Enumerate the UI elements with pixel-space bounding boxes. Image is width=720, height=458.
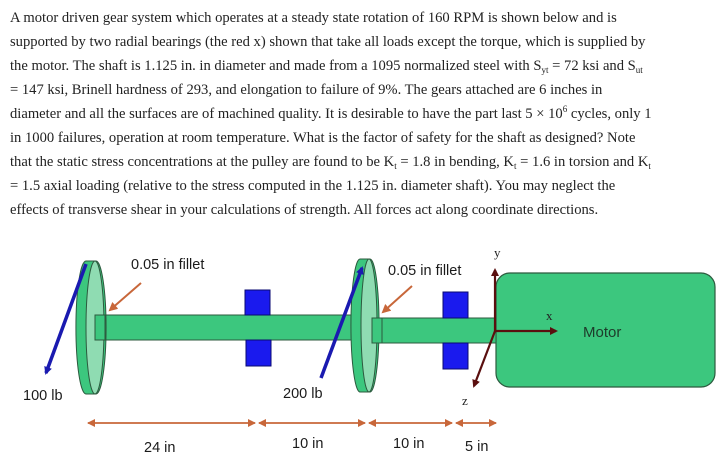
text-segment: supported by two radial bearings (the re… [10, 34, 646, 50]
shaft-segment-right [371, 317, 497, 344]
fillet-leader-right [381, 285, 413, 314]
bearing-left [244, 289, 272, 367]
problem-line: supported by two radial bearings (the re… [10, 30, 716, 54]
middle-pulley [350, 258, 383, 393]
motor-label: Motor [583, 324, 621, 341]
fillet-label-left: 0.05 in fillet [131, 257, 204, 273]
coordinate-axes [472, 268, 558, 388]
text-segment: = 1.8 in bending, K [396, 154, 514, 170]
problem-line: in 1000 failures, operation at room temp… [10, 126, 716, 150]
dimension-label-10b: 10 in [393, 436, 424, 452]
problem-statement: A motor driven gear system which operate… [10, 6, 716, 222]
force-label-left: 100 lb [23, 388, 63, 404]
text-segment: the motor. The shaft is 1.125 in. in dia… [10, 58, 542, 74]
axis-label-x: x [546, 308, 553, 323]
text-segment: 6 [562, 104, 568, 114]
axis-label-z: z [462, 393, 468, 408]
dimension-label-24: 24 in [144, 440, 175, 456]
text-segment: diameter and all the surfaces are of mac… [10, 106, 563, 122]
axis-label-y: y [494, 245, 501, 260]
shaft-segment-left [94, 314, 358, 341]
text-segment: cycles, only 1 [567, 106, 652, 122]
problem-line: = 147 ksi, Brinell hardness of 293, and … [10, 78, 716, 102]
problem-line: the motor. The shaft is 1.125 in. in dia… [10, 54, 716, 78]
text-segment: in 1000 failures, operation at room temp… [10, 130, 636, 146]
text-segment: t [394, 161, 397, 171]
text-segment: = 72 ksi and S [548, 58, 636, 74]
text-segment: yt [541, 65, 549, 75]
dimension-label-10a: 10 in [292, 436, 323, 452]
force-arrow-left [44, 263, 88, 375]
fillet-label-right: 0.05 in fillet [388, 263, 461, 279]
text-segment: = 147 ksi, Brinell hardness of 293, and … [10, 82, 603, 98]
problem-line: A motor driven gear system which operate… [10, 6, 716, 30]
text-segment: that the static stress concentrations at… [10, 154, 395, 170]
dimension-label-5: 5 in [465, 439, 488, 455]
text-segment: = 1.6 in torsion and K [516, 154, 649, 170]
force-label-middle: 200 lb [283, 386, 323, 402]
problem-line: effects of transverse shear in your calc… [10, 198, 716, 222]
left-pulley [75, 260, 107, 395]
fillet-leader-left [108, 282, 142, 312]
shaft-diagram: Motor 100 lb 200 lb 0.05 in fillet 0.05 … [23, 245, 716, 456]
text-segment: = 1.5 axial loading (relative to the str… [10, 178, 616, 194]
problem-line: = 1.5 axial loading (relative to the str… [10, 174, 716, 198]
bearing-right [442, 291, 469, 370]
text-segment: t [513, 161, 517, 171]
problem-line: diameter and all the surfaces are of mac… [10, 102, 716, 126]
problem-line: that the static stress concentrations at… [10, 150, 716, 174]
text-segment: t [648, 161, 651, 171]
text-segment: effects of transverse shear in your calc… [10, 202, 599, 218]
text-segment: ut [635, 65, 643, 75]
text-segment: A motor driven gear system which operate… [10, 10, 617, 26]
force-arrow-middle [319, 266, 364, 379]
